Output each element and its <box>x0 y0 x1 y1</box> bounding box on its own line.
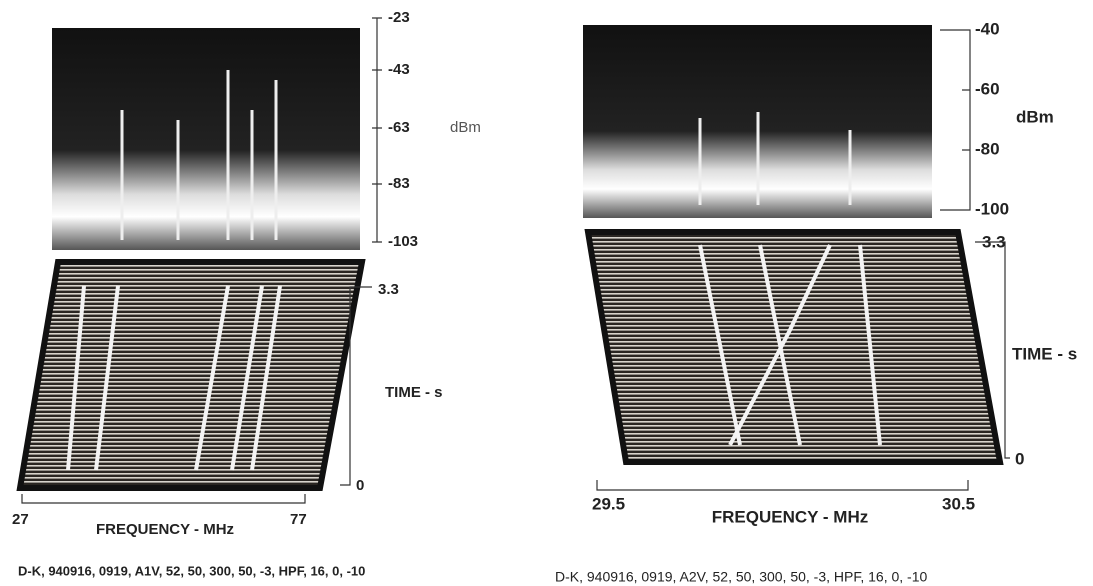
power-tick: -83 <box>388 175 410 192</box>
time-label: TIME - s <box>1012 344 1077 363</box>
power-tick: -43 <box>388 61 410 78</box>
freq-tick: 27 <box>12 511 29 528</box>
freq-label: FREQUENCY - MHz <box>712 507 868 526</box>
power-tick: -80 <box>975 139 1000 158</box>
power-axis <box>940 29 971 211</box>
power-tick: -63 <box>388 119 410 136</box>
time-tick: 0 <box>356 477 364 494</box>
time-tick: 3.3 <box>378 281 399 298</box>
freq-tick: 77 <box>290 511 307 528</box>
freq-axis <box>21 494 306 504</box>
time-tick: 0 <box>1015 449 1024 468</box>
power-tick: -60 <box>975 79 1000 98</box>
time-label: TIME - s <box>385 384 443 401</box>
power-axis <box>372 17 382 243</box>
time-tick: 3.3 <box>982 232 1006 251</box>
power-tick: -40 <box>975 19 1000 38</box>
spectrum-peaks <box>120 70 278 240</box>
freq-tick: 29.5 <box>592 494 625 513</box>
caption: D-K, 940916, 0919, A1V, 52, 50, 300, 50,… <box>18 563 365 578</box>
freq-tick: 30.5 <box>942 494 975 513</box>
power-tick: -103 <box>388 233 418 250</box>
spectrum-peaks <box>698 112 852 205</box>
caption: D-K, 940916, 0919, A2V, 52, 50, 300, 50,… <box>555 569 928 585</box>
waterfall-traces <box>698 244 882 446</box>
time-axis <box>340 286 372 486</box>
freq-label: FREQUENCY - MHz <box>96 521 234 538</box>
time-axis <box>975 241 1010 459</box>
freq-axis <box>596 480 969 491</box>
spectrum-image <box>52 28 360 250</box>
power-unit: dBm <box>450 119 481 136</box>
power-unit: dBm <box>1016 107 1054 126</box>
power-tick: -23 <box>388 9 410 26</box>
waterfall-traces <box>66 285 282 471</box>
waterfall-image <box>584 229 1004 465</box>
power-tick: -100 <box>975 199 1009 218</box>
